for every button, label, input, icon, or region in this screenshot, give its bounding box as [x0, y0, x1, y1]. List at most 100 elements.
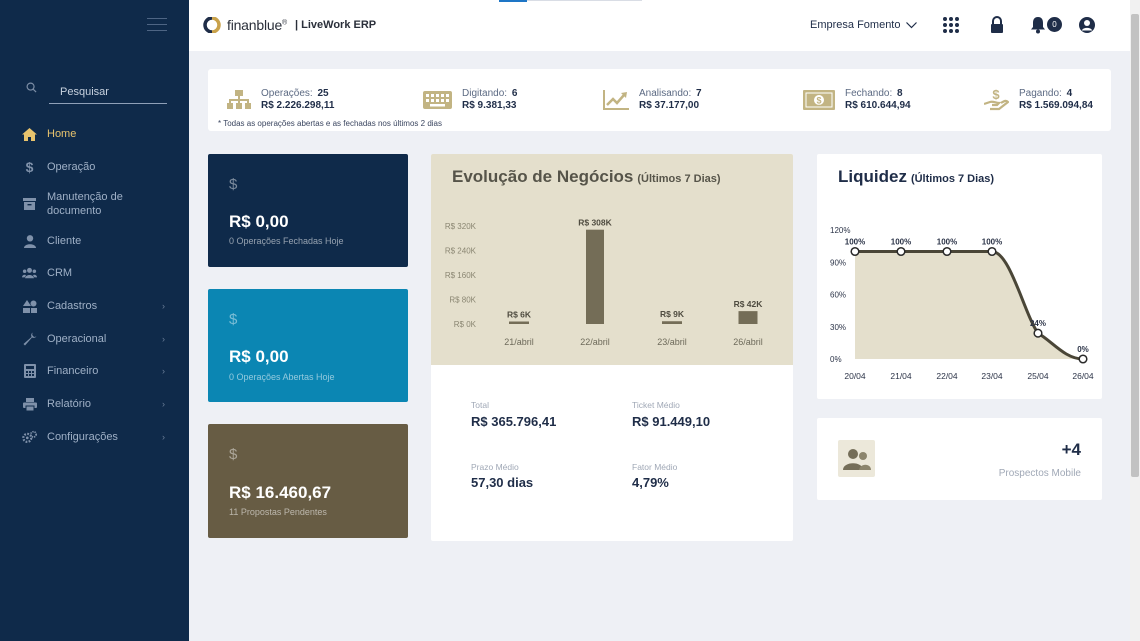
- company-selector[interactable]: Empresa Fomento: [810, 19, 918, 31]
- card-propostas-pendentes[interactable]: $ R$ 16.460,67 11 Propostas Pendentes: [208, 424, 408, 538]
- calculator-icon: [22, 364, 37, 379]
- data-point: [1078, 354, 1088, 364]
- scrollbar[interactable]: [1130, 0, 1140, 641]
- svg-text:$: $: [816, 96, 821, 106]
- sidebar: Home $ Operação Manutenção de documento …: [0, 0, 189, 641]
- scrollbar-thumb[interactable]: [1131, 14, 1139, 477]
- y-tick-label: R$ 0K: [454, 320, 477, 329]
- data-label: 0%: [1077, 345, 1089, 354]
- y-tick-label: R$ 80K: [449, 296, 476, 305]
- sidebar-item-manutencao[interactable]: Manutenção de documento: [0, 189, 189, 219]
- data-label: 24%: [1030, 319, 1046, 328]
- summary-analisando[interactable]: Analisando: 7 R$ 37.177,00: [603, 88, 702, 112]
- sidebar-item-home[interactable]: Home: [0, 119, 189, 149]
- summary-count: 7: [696, 88, 702, 99]
- ticket-label: Ticket Médio: [632, 400, 680, 410]
- sidebar-item-operacional[interactable]: Operacional ›: [0, 324, 189, 354]
- data-label: 100%: [937, 238, 957, 247]
- logo[interactable]: finanblue® | LiveWork ERP: [201, 17, 376, 33]
- summary-note: * Todas as operações abertas e as fechad…: [218, 119, 442, 128]
- summary-count: 25: [317, 88, 329, 99]
- home-icon: [22, 127, 37, 142]
- area-fill: [855, 251, 1083, 359]
- user-account-icon[interactable]: [1078, 16, 1096, 34]
- topbar: finanblue® | LiveWork ERP Empresa Foment…: [189, 0, 1130, 51]
- summary-digitando[interactable]: Digitando: 6 R$ 9.381,33: [423, 88, 517, 112]
- series-line: [855, 250, 1084, 361]
- gears-icon: [22, 430, 37, 445]
- banknote-icon: $: [803, 90, 835, 110]
- menu-toggle-icon[interactable]: [147, 18, 167, 32]
- prospectos-panel[interactable]: +4 Prospectos Mobile: [817, 418, 1102, 500]
- dollar-icon: $: [229, 311, 238, 328]
- archive-icon: [22, 197, 37, 212]
- bar: [738, 311, 758, 324]
- bar: [662, 321, 682, 324]
- operations-summary: Operações: 25 R$ 2.226.298,11 Digitando: …: [208, 69, 1111, 131]
- data-point: [850, 246, 860, 257]
- sidebar-item-label: Financeiro: [47, 365, 99, 377]
- summary-fechando[interactable]: $ Fechando: 8 R$ 610.644,94: [803, 88, 911, 112]
- summary-label: Analisando:: [639, 88, 692, 99]
- fator-value: 4,79%: [632, 475, 669, 490]
- data-label: R$ 9K: [660, 309, 685, 319]
- card-operacoes-fechadas[interactable]: $ R$ 0,00 0 Operações Fechadas Hoje: [208, 154, 408, 267]
- lock-icon[interactable]: [988, 16, 1006, 34]
- sidebar-item-label: Operação: [47, 161, 96, 173]
- x-tick-label: 20/04: [844, 371, 866, 381]
- finanblue-logo-icon: [203, 17, 221, 33]
- card-amount: R$ 16.460,67: [229, 483, 332, 502]
- data-label: R$ 308K: [578, 218, 612, 228]
- y-tick-label: 90%: [830, 258, 846, 267]
- x-tick-label: 21/04: [890, 371, 912, 381]
- x-tick-label: 23/abril: [657, 337, 687, 347]
- shapes-icon: [22, 299, 37, 314]
- sidebar-item-cadastros[interactable]: Cadastros ›: [0, 291, 189, 321]
- summary-label: Operações:: [261, 88, 313, 99]
- prospectos-count: +4: [1061, 440, 1081, 459]
- sidebar-search: [22, 80, 167, 104]
- summary-operacoes[interactable]: Operações: 25 R$ 2.226.298,11: [227, 88, 334, 112]
- bell-icon[interactable]: [1029, 16, 1047, 34]
- y-tick-label: R$ 320K: [445, 222, 477, 231]
- summary-label: Pagando:: [1019, 88, 1062, 99]
- card-operacoes-abertas[interactable]: $ R$ 0,00 0 Operações Abertas Hoje: [208, 289, 408, 402]
- loading-bar: [499, 0, 642, 2]
- data-point: [896, 246, 906, 257]
- data-label: R$ 6K: [507, 310, 532, 320]
- data-point: [942, 246, 952, 257]
- summary-count: 6: [511, 88, 518, 99]
- liquidez-area-chart: 0% 30% 60% 90% 120% 100% 20/04 100% 21/04 100% 22/…: [830, 226, 1094, 381]
- summary-label: Digitando:: [462, 88, 508, 99]
- chevron-right-icon: ›: [162, 399, 165, 409]
- sidebar-item-relatorio[interactable]: Relatório ›: [0, 389, 189, 419]
- liquidez-title: Liquidez (Últimos 7 Dias): [838, 167, 995, 186]
- y-tick-label: R$ 240K: [445, 247, 477, 256]
- wrench-icon: [22, 332, 37, 347]
- sidebar-item-label: CRM: [47, 267, 73, 279]
- liquidez-panel: Liquidez (Últimos 7 Dias) 0% 30% 60% 90% 120%…: [817, 154, 1102, 399]
- card-subtitle: 0 Operações Fechadas Hoje: [229, 236, 344, 246]
- summary-pagando[interactable]: $ Pagando: 4 R$ 1.569.094,84: [984, 88, 1093, 112]
- card-amount: R$ 0,00: [229, 212, 289, 231]
- ticket-value: R$ 91.449,10: [632, 414, 711, 429]
- prazo-value: 57,30 dias: [471, 475, 534, 490]
- prazo-label: Prazo Médio: [471, 462, 519, 472]
- sidebar-item-cliente[interactable]: Cliente: [0, 226, 189, 256]
- sidebar-item-label: Cadastros: [47, 300, 98, 312]
- search-input[interactable]: [49, 80, 167, 104]
- apps-grid-icon[interactable]: [942, 16, 960, 34]
- sidebar-item-crm[interactable]: CRM: [0, 258, 189, 288]
- sidebar-item-configuracoes[interactable]: Configurações ›: [0, 422, 189, 452]
- company-name: Empresa Fomento: [810, 19, 901, 31]
- sidebar-item-label: Relatório: [47, 398, 92, 410]
- sidebar-item-label: Operacional: [47, 333, 107, 345]
- data-label: 100%: [845, 238, 865, 247]
- sidebar-item-operacao[interactable]: $ Operação: [0, 152, 189, 182]
- search-icon: [26, 82, 37, 93]
- sidebar-item-financeiro[interactable]: Financeiro ›: [0, 356, 189, 386]
- x-tick-label: 26/04: [1072, 371, 1094, 381]
- total-value: R$ 365.796,41: [471, 414, 557, 429]
- data-label: 100%: [891, 238, 911, 247]
- sidebar-item-label: Cliente: [47, 235, 82, 247]
